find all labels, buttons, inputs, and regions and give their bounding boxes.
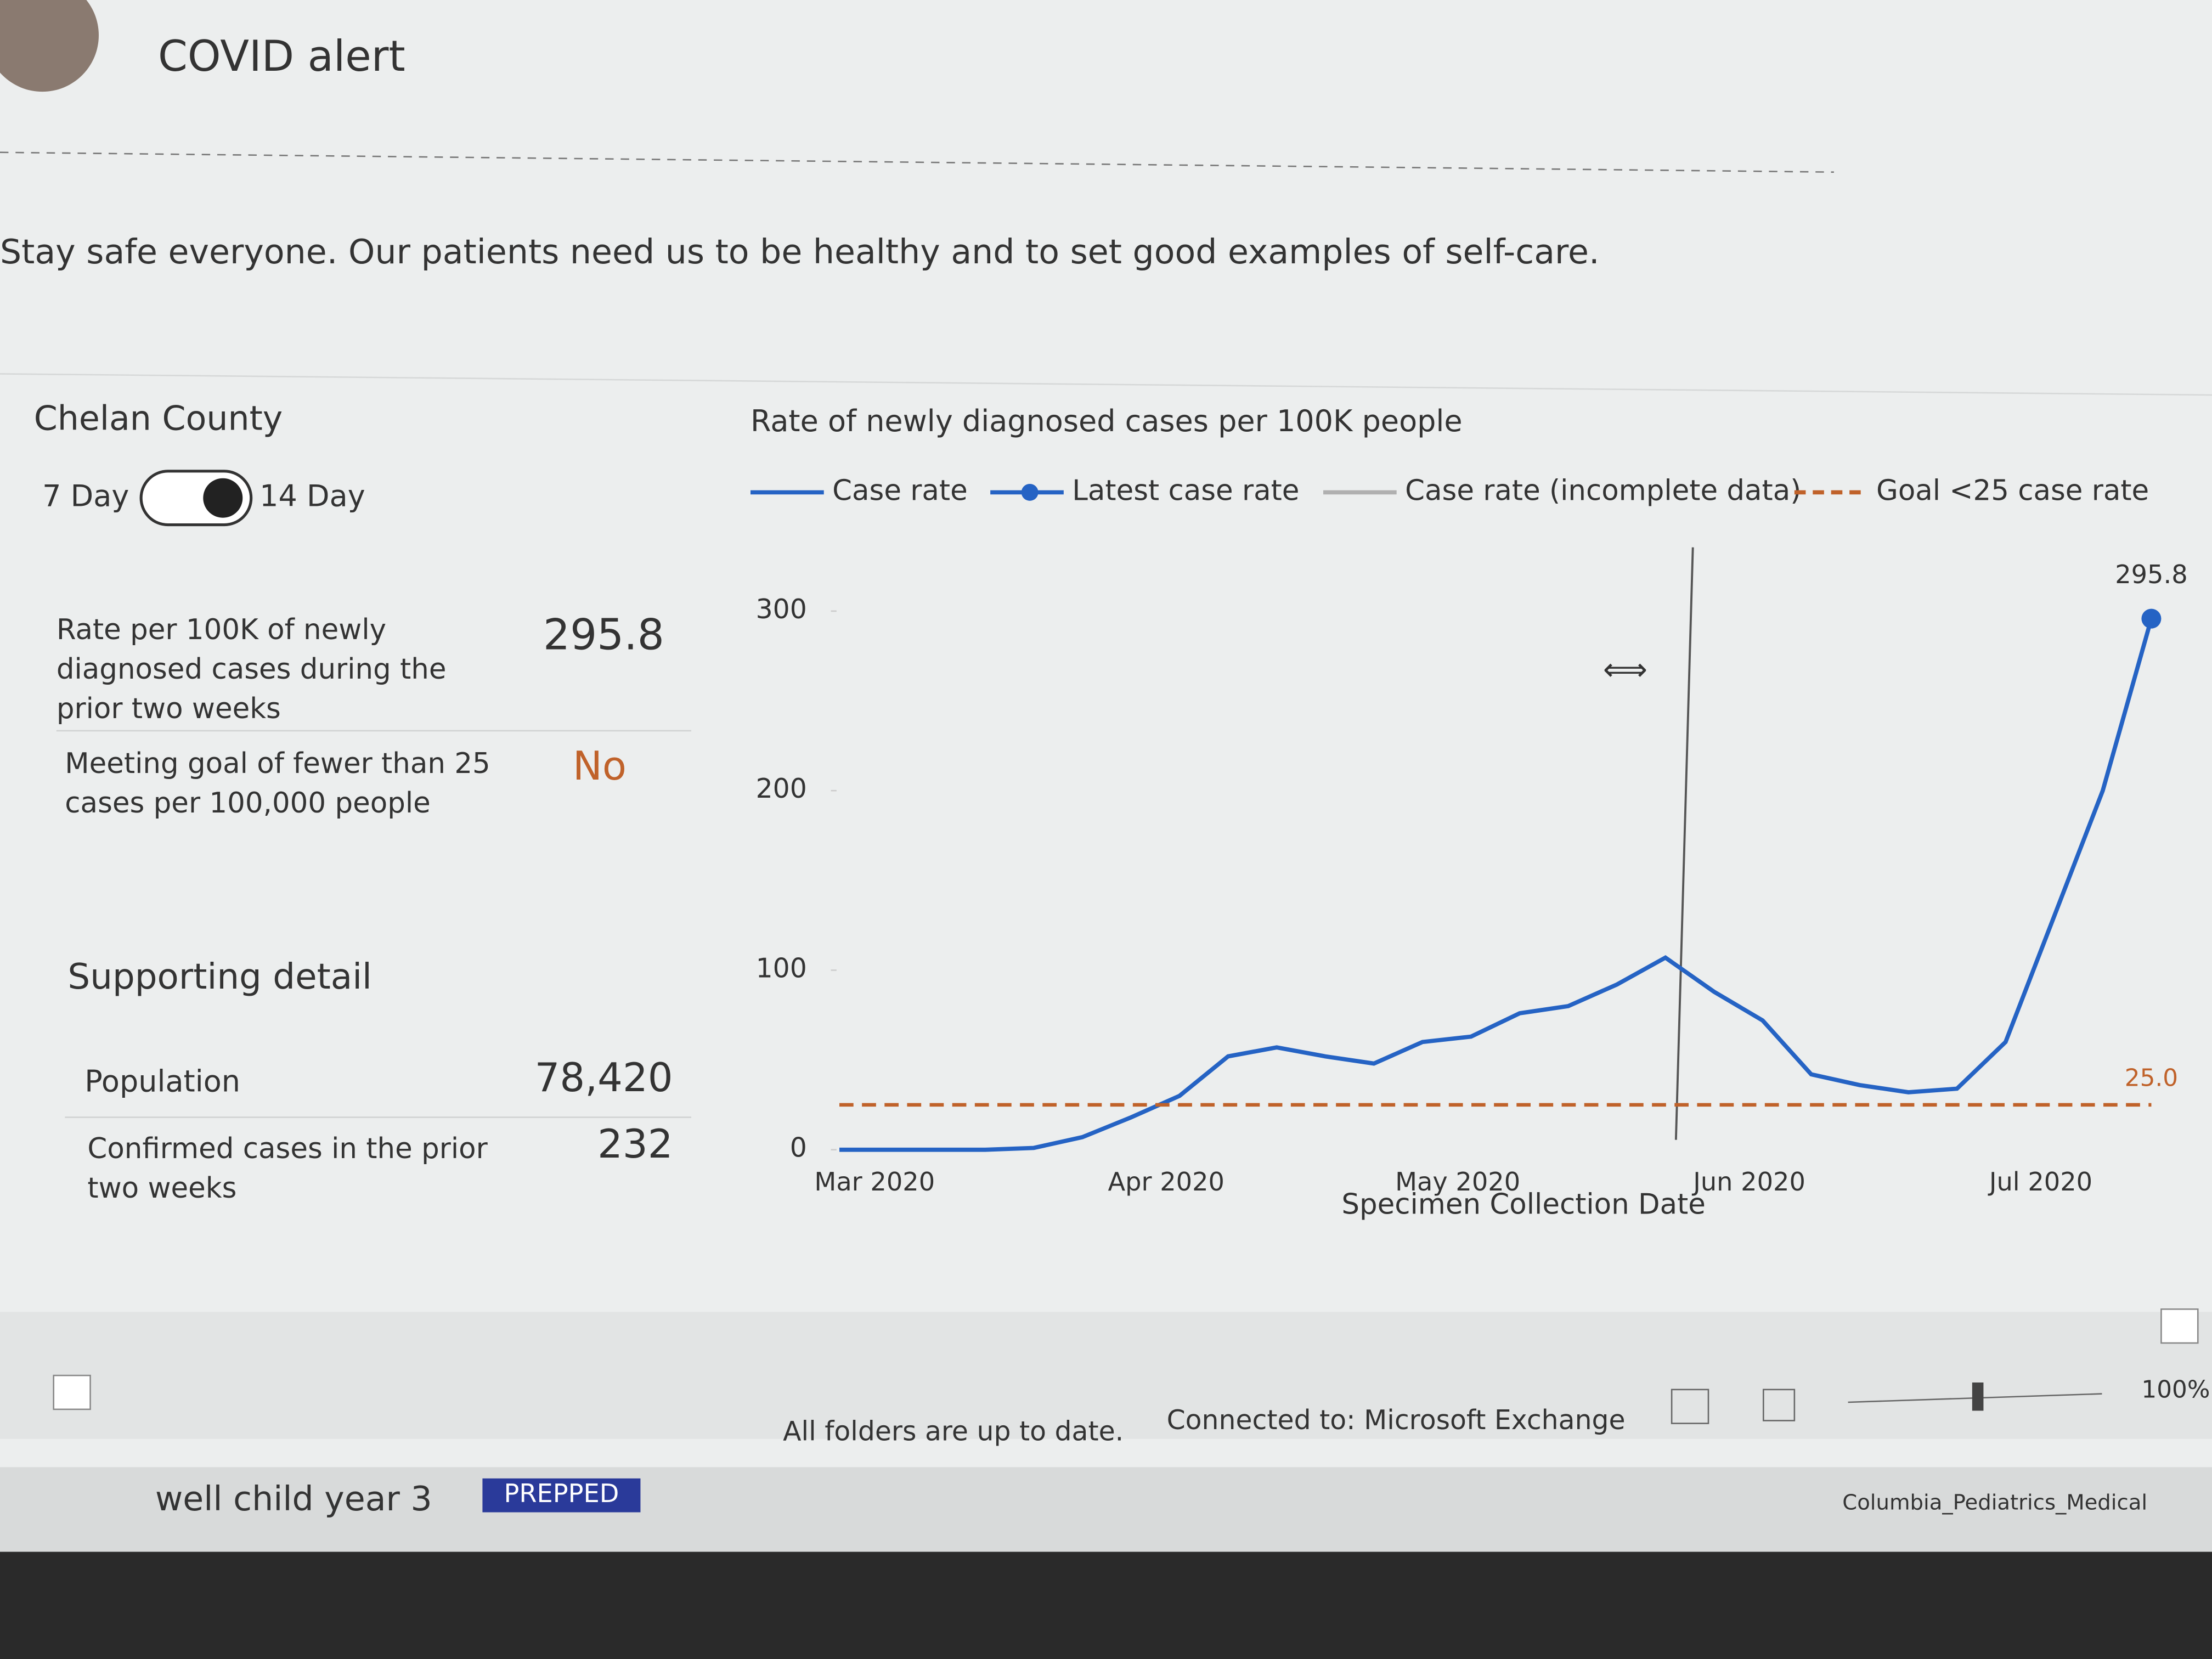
- legend-label: Case rate: [832, 474, 968, 507]
- view-reading[interactable]: [1763, 1389, 1796, 1421]
- chart-title: Rate of newly diagnosed cases per 100K p…: [751, 404, 1463, 438]
- bezel: [0, 1551, 2212, 1659]
- status-sync: All folders are up to date.: [783, 1416, 1124, 1447]
- detail-label: Population: [84, 1064, 240, 1098]
- view-normal[interactable]: [1671, 1389, 1709, 1424]
- y-tick-label: 200: [756, 773, 807, 804]
- zoom-thumb[interactable]: [1972, 1383, 1984, 1411]
- toggle-option[interactable]: 14 Day: [259, 478, 365, 513]
- detail-label: Confirmed cases in the prior two weeks: [87, 1131, 488, 1205]
- task-item[interactable]: well child year 3: [155, 1479, 432, 1519]
- taskbar: [0, 1467, 2212, 1552]
- folder-name: Columbia_Pediatrics_Medical: [1842, 1491, 2147, 1515]
- status-connection: Connected to: Microsoft Exchange: [1167, 1404, 1626, 1436]
- y-tick-label: 0: [790, 1132, 807, 1164]
- section-title: Supporting detail: [67, 956, 371, 997]
- data-label: 295.8: [2115, 560, 2187, 589]
- scroll-right[interactable]: [2160, 1308, 2199, 1344]
- legend-marker: [1021, 484, 1039, 501]
- resize-cursor: ⟺: [1603, 652, 1647, 688]
- x-tick-label: May 2020: [1395, 1167, 1520, 1197]
- data-label: 25.0: [2125, 1064, 2178, 1092]
- scroll-left[interactable]: [53, 1374, 91, 1410]
- latest-point: [2141, 608, 2162, 629]
- panel-title: Chelan County: [34, 398, 283, 438]
- chart: Rate of newly diagnosed cases per 100K p…: [751, 404, 2188, 1221]
- x-tick-label: Apr 2020: [1108, 1167, 1224, 1197]
- tag: [482, 1478, 641, 1513]
- divider: [0, 151, 1834, 173]
- x-axis-title: Specimen Collection Date: [1341, 1188, 1706, 1221]
- zoom-level: 100%: [2141, 1375, 2210, 1403]
- toggle-option[interactable]: 7 Day: [42, 478, 129, 513]
- toggle-knob: [203, 478, 243, 518]
- legend-label: Latest case rate: [1072, 474, 1299, 507]
- y-tick-label: 100: [756, 952, 807, 984]
- metric-label-text: Rate per 100K of newly diagnosed cases d…: [56, 612, 447, 725]
- avatar: [0, 0, 99, 92]
- metric-value: 295.8: [543, 610, 664, 659]
- detail-label-text: Confirmed cases in the prior two weeks: [87, 1131, 488, 1205]
- y-tick-label: 300: [756, 594, 807, 625]
- metric-label: Meeting goal of fewer than 25 cases per …: [65, 746, 490, 820]
- metric-label-text: Meeting goal of fewer than 25 cases per …: [65, 746, 490, 820]
- message: Stay safe everyone. Our patients need us…: [0, 232, 1600, 272]
- x-tick-label: Jun 2020: [1691, 1167, 1805, 1197]
- detail-value: 232: [597, 1121, 673, 1167]
- metric-value: No: [573, 743, 627, 789]
- legend-label: Case rate (incomplete data): [1405, 474, 1801, 507]
- metric-label: Rate per 100K of newly diagnosed cases d…: [56, 612, 447, 725]
- crosshair: [1674, 547, 1694, 1140]
- x-tick-label: Mar 2020: [814, 1167, 935, 1197]
- divider: [0, 373, 2212, 396]
- series-line: [839, 618, 2154, 1152]
- legend-label: Goal <25 case rate: [1876, 474, 2149, 507]
- tag-text: PREPPED: [504, 1479, 619, 1508]
- x-tick-label: Jul 2020: [1988, 1167, 2092, 1197]
- status-area: [0, 1312, 2212, 1439]
- email-title: COVID alert: [158, 32, 405, 81]
- detail-value: 78,420: [535, 1054, 673, 1101]
